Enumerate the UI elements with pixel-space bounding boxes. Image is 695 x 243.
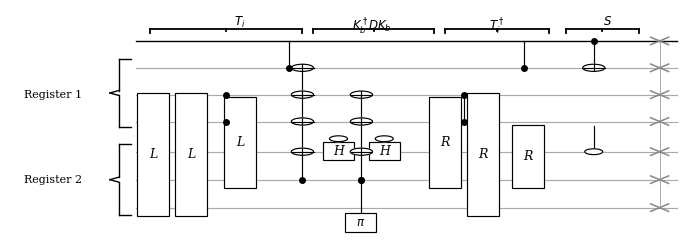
Text: Register 1: Register 1: [24, 90, 82, 100]
FancyBboxPatch shape: [138, 93, 170, 216]
Text: R: R: [440, 136, 449, 149]
FancyBboxPatch shape: [369, 142, 400, 160]
Circle shape: [291, 118, 313, 125]
Text: R: R: [523, 150, 532, 163]
Text: L: L: [149, 148, 157, 161]
Circle shape: [350, 148, 373, 155]
FancyBboxPatch shape: [512, 125, 543, 188]
Text: Register 2: Register 2: [24, 175, 82, 185]
Circle shape: [375, 136, 393, 142]
Text: $K_b^\dagger DK_b$: $K_b^\dagger DK_b$: [352, 15, 392, 36]
Text: H: H: [379, 145, 390, 158]
Text: $T_i$: $T_i$: [234, 15, 246, 30]
Text: $S$: $S$: [603, 15, 612, 28]
FancyBboxPatch shape: [345, 213, 376, 232]
Circle shape: [582, 64, 605, 71]
Text: H: H: [333, 145, 344, 158]
Circle shape: [291, 91, 313, 98]
Circle shape: [291, 148, 313, 155]
FancyBboxPatch shape: [323, 142, 354, 160]
Circle shape: [329, 136, 348, 142]
Circle shape: [291, 64, 313, 71]
Circle shape: [350, 118, 373, 125]
Text: L: L: [236, 136, 244, 149]
Circle shape: [350, 91, 373, 98]
Text: $T_i^\dagger$: $T_i^\dagger$: [489, 15, 505, 36]
FancyBboxPatch shape: [467, 93, 499, 216]
Text: R: R: [478, 148, 487, 161]
Text: L: L: [188, 148, 195, 161]
Text: $\pi$: $\pi$: [356, 216, 366, 229]
FancyBboxPatch shape: [429, 97, 461, 188]
Circle shape: [584, 149, 603, 155]
FancyBboxPatch shape: [224, 97, 256, 188]
FancyBboxPatch shape: [175, 93, 207, 216]
